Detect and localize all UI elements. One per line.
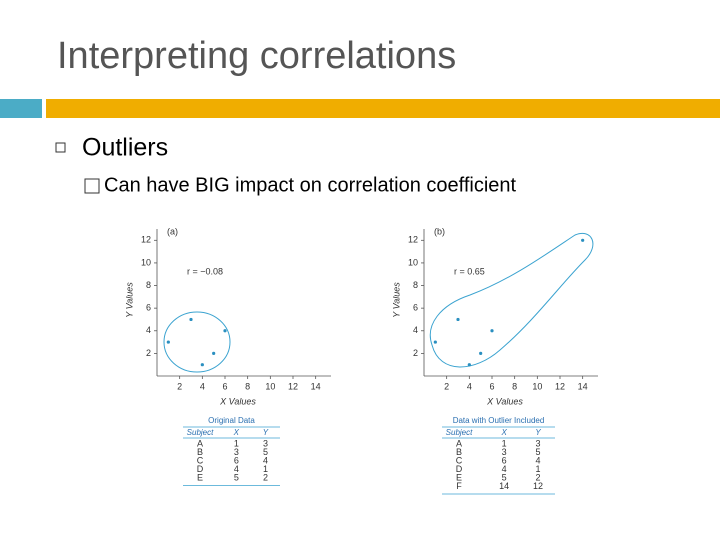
table-header: X [233, 428, 240, 437]
table-cell: B [456, 447, 462, 457]
table-header: Y [535, 428, 541, 437]
point [223, 329, 227, 333]
table-cell: 3 [263, 438, 268, 448]
x-tick-label: 6 [489, 381, 494, 391]
y-tick-label: 6 [146, 303, 151, 313]
x-tick-label: 4 [467, 381, 472, 391]
point [479, 351, 483, 355]
x-tick-label: 8 [245, 381, 250, 391]
point [490, 329, 494, 333]
table-cell: 1 [263, 464, 268, 474]
table-header: Subject [187, 428, 214, 437]
x-tick-label: 8 [512, 381, 517, 391]
table-title: Original Data [208, 416, 255, 425]
x-tick-label: 12 [555, 381, 565, 391]
point [166, 340, 170, 344]
slide-title: Interpreting correlations [57, 35, 456, 77]
table-cell: 12 [533, 481, 543, 491]
table-cell: 4 [234, 464, 239, 474]
point [189, 317, 193, 322]
cluster-outline [429, 232, 594, 368]
x-tick-label: 2 [444, 381, 449, 391]
y-tick-label: 12 [141, 235, 151, 245]
y-axis-label: Y Values [124, 282, 134, 318]
x-tick-label: 14 [311, 381, 321, 391]
title-bar [46, 99, 720, 118]
table-cell: A [197, 438, 203, 448]
table-cell: 1 [502, 438, 507, 448]
table-cell: 3 [536, 438, 541, 448]
table-cell: C [197, 455, 204, 465]
y-axis-label: Y Values [391, 282, 401, 318]
table-cell: 2 [536, 472, 541, 482]
table-cell: 4 [263, 455, 268, 465]
table-cell: 5 [536, 447, 541, 457]
table-cell: A [456, 438, 462, 448]
table-cell: 6 [502, 455, 507, 465]
table-cell: B [197, 447, 203, 457]
y-tick-label: 4 [146, 325, 151, 335]
point [433, 340, 437, 344]
annotation: r = −0.08 [187, 266, 223, 276]
table-cell: 3 [502, 447, 507, 457]
table-cell: F [456, 481, 462, 491]
x-tick-label: 10 [265, 381, 275, 391]
table-cell: D [197, 464, 204, 474]
cluster-outline [163, 311, 231, 373]
panel-label: (a) [167, 226, 178, 236]
table-header: X [500, 428, 507, 437]
point [456, 317, 460, 322]
x-axis-label: X Values [486, 396, 523, 406]
accent-bar [0, 99, 42, 118]
table-cell: 5 [502, 472, 507, 482]
x-tick-label: 6 [222, 381, 227, 391]
y-tick-label: 10 [141, 257, 151, 267]
table-title: Data with Outlier Included [453, 416, 545, 425]
table-cell: 6 [234, 455, 239, 465]
table-header: Subject [446, 428, 473, 437]
table-cell: C [456, 455, 463, 465]
y-tick-label: 2 [413, 348, 418, 358]
x-tick-label: 10 [532, 381, 542, 391]
table-cell: E [197, 472, 203, 482]
y-tick-label: 10 [408, 257, 418, 267]
x-tick-label: 12 [288, 381, 298, 391]
table-cell: E [456, 472, 462, 482]
table-cell: 14 [499, 481, 509, 491]
y-tick-label: 6 [413, 303, 418, 313]
table-cell: 5 [234, 472, 239, 482]
x-tick-label: 2 [177, 381, 182, 391]
table-cell: 5 [263, 447, 268, 457]
x-tick-label: 4 [200, 381, 205, 391]
annotation: r = 0.65 [454, 266, 485, 276]
bullet-marker [55, 142, 66, 153]
point [467, 363, 471, 367]
x-tick-label: 14 [578, 381, 588, 391]
table-cell: 4 [502, 464, 507, 474]
table-header: Y [263, 428, 269, 437]
table-cell: 3 [234, 447, 239, 457]
table-cell: 2 [263, 472, 268, 482]
y-tick-label: 8 [413, 280, 418, 290]
sub-bullet-marker [84, 178, 100, 194]
table-cell: 1 [536, 464, 541, 474]
table-cell: D [456, 464, 463, 474]
point [200, 363, 204, 367]
table-cell: 1 [234, 438, 239, 448]
point [581, 238, 585, 242]
panel-label: (b) [434, 226, 445, 236]
x-axis-label: X Values [219, 396, 256, 406]
bullet: Outliers [82, 134, 168, 162]
y-tick-label: 8 [146, 280, 151, 290]
table-cell: 4 [536, 455, 541, 465]
y-tick-label: 12 [408, 235, 418, 245]
y-tick-label: 2 [146, 348, 151, 358]
sub-bullet: Can have BIG impact on correlation coeff… [104, 174, 517, 196]
point [212, 351, 216, 355]
y-tick-label: 4 [413, 325, 418, 335]
